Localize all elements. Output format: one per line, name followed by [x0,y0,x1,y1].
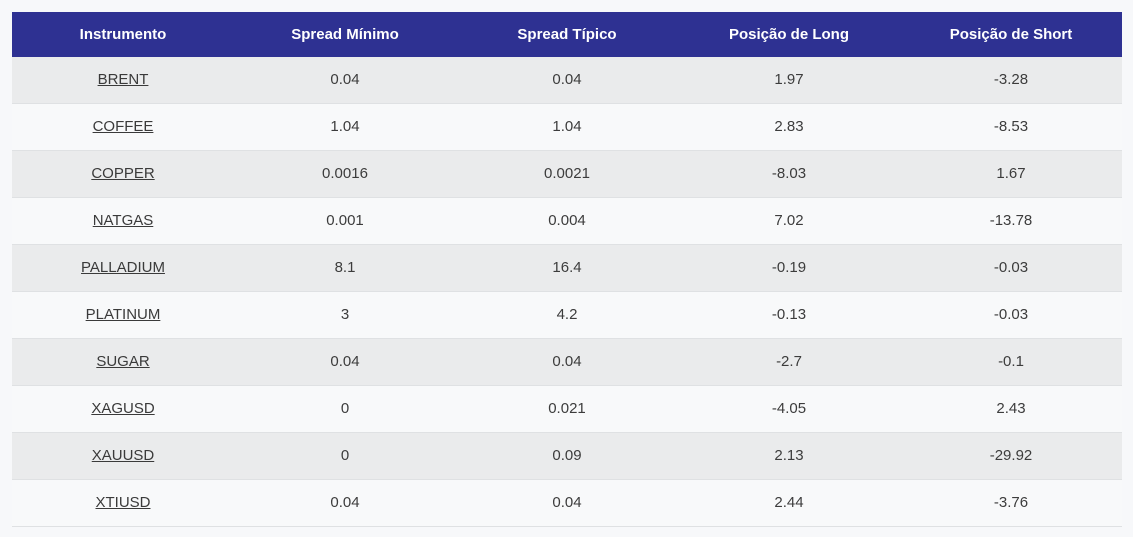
instrument-link[interactable]: XAGUSD [91,400,155,417]
table-row: XAGUSD 0 0.021 -4.05 2.43 [12,385,1122,433]
short-position-cell: -0.03 [900,244,1122,292]
instrument-cell: SUGAR [12,338,234,386]
long-position-cell: 2.13 [678,432,900,480]
instrument-link[interactable]: COFFEE [92,118,154,135]
column-header-spread-tipico: Spread Típico [456,12,678,57]
long-position-cell: -4.05 [678,385,900,433]
spread-typical-cell: 0.0021 [456,150,678,198]
table-row: SUGAR 0.04 0.04 -2.7 -0.1 [12,338,1122,386]
spread-typical-cell: 0.04 [456,338,678,386]
long-position-cell: 2.83 [678,103,900,151]
table-row: PLATINUM 3 4.2 -0.13 -0.03 [12,291,1122,339]
table-body: BRENT 0.04 0.04 1.97 -3.28 COFFEE 1.04 1… [12,57,1122,527]
instrument-cell: COPPER [12,150,234,198]
spread-typical-cell: 0.021 [456,385,678,433]
spread-typical-cell: 0.04 [456,479,678,527]
spread-typical-cell: 16.4 [456,244,678,292]
spread-min-cell: 0.0016 [234,150,456,198]
instrument-cell: PLATINUM [12,291,234,339]
short-position-cell: -29.92 [900,432,1122,480]
spread-min-cell: 0 [234,432,456,480]
table-row: XAUUSD 0 0.09 2.13 -29.92 [12,432,1122,480]
long-position-cell: 2.44 [678,479,900,527]
column-header-posicao-short: Posição de Short [900,12,1122,57]
spread-min-cell: 1.04 [234,103,456,151]
column-header-spread-minimo: Spread Mínimo [234,12,456,57]
table-row: NATGAS 0.001 0.004 7.02 -13.78 [12,197,1122,245]
spread-min-cell: 0.04 [234,338,456,386]
spread-typical-cell: 0.09 [456,432,678,480]
spread-typical-cell: 4.2 [456,291,678,339]
table-row: XTIUSD 0.04 0.04 2.44 -3.76 [12,479,1122,527]
instrument-link[interactable]: PLATINUM [85,306,161,323]
spread-min-cell: 3 [234,291,456,339]
short-position-cell: 2.43 [900,385,1122,433]
instrument-link[interactable]: PALLADIUM [81,259,165,276]
column-header-posicao-long: Posição de Long [678,12,900,57]
instrument-cell: COFFEE [12,103,234,151]
instrument-cell: XAGUSD [12,385,234,433]
instrument-link[interactable]: COPPER [91,165,155,182]
spread-min-cell: 0.001 [234,197,456,245]
short-position-cell: -3.76 [900,479,1122,527]
long-position-cell: 7.02 [678,197,900,245]
instruments-spread-table: Instrumento Spread Mínimo Spread Típico … [12,12,1122,527]
instrument-link[interactable]: NATGAS [92,212,154,229]
spread-min-cell: 0.04 [234,479,456,527]
instrument-cell: PALLADIUM [12,244,234,292]
spread-min-cell: 8.1 [234,244,456,292]
instruments-table-container: Instrumento Spread Mínimo Spread Típico … [12,12,1122,527]
instrument-cell: XAUUSD [12,432,234,480]
table-row: COPPER 0.0016 0.0021 -8.03 1.67 [12,150,1122,198]
short-position-cell: 1.67 [900,150,1122,198]
short-position-cell: -13.78 [900,197,1122,245]
instrument-link[interactable]: XTIUSD [95,494,151,511]
spread-typical-cell: 0.04 [456,57,678,104]
long-position-cell: -2.7 [678,338,900,386]
instrument-cell: XTIUSD [12,479,234,527]
short-position-cell: -0.1 [900,338,1122,386]
long-position-cell: 1.97 [678,57,900,104]
long-position-cell: -0.19 [678,244,900,292]
spread-typical-cell: 0.004 [456,197,678,245]
spread-min-cell: 0.04 [234,57,456,104]
instrument-link[interactable]: BRENT [97,71,149,88]
short-position-cell: -3.28 [900,57,1122,104]
table-row: PALLADIUM 8.1 16.4 -0.19 -0.03 [12,244,1122,292]
table-row: COFFEE 1.04 1.04 2.83 -8.53 [12,103,1122,151]
header-row: Instrumento Spread Mínimo Spread Típico … [12,12,1122,57]
long-position-cell: -8.03 [678,150,900,198]
instrument-link[interactable]: XAUUSD [91,447,155,464]
spread-min-cell: 0 [234,385,456,433]
spread-typical-cell: 1.04 [456,103,678,151]
instrument-cell: BRENT [12,57,234,104]
short-position-cell: -8.53 [900,103,1122,151]
instrument-link[interactable]: SUGAR [96,353,150,370]
table-header: Instrumento Spread Mínimo Spread Típico … [12,12,1122,57]
short-position-cell: -0.03 [900,291,1122,339]
long-position-cell: -0.13 [678,291,900,339]
column-header-instrument: Instrumento [12,12,234,57]
instrument-cell: NATGAS [12,197,234,245]
table-row: BRENT 0.04 0.04 1.97 -3.28 [12,57,1122,104]
